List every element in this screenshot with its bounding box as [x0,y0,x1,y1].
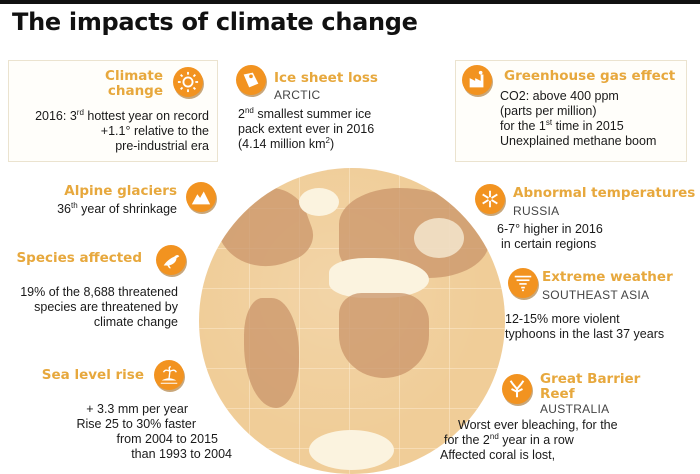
region-label: SOUTHEAST ASIA [542,288,650,302]
tornado-icon [508,268,538,298]
card-heading: Species affected [16,250,142,266]
card-heading: Abnormal temperatures [513,185,696,201]
ice-floe-icon [236,65,266,95]
card-heading: change [107,83,163,99]
globe-illustration [199,168,505,474]
top-rule [0,0,700,4]
bird-icon [156,245,186,275]
climate-change-card: Climate change 2016: 3rd hottest year on… [8,60,218,162]
page-title: The impacts of climate change [12,8,418,36]
mountain-icon [186,182,216,212]
card-heading: Sea level rise [41,367,144,383]
card-heading: Great Barrier [540,371,641,387]
card-heading: Extreme weather [542,269,673,285]
island-icon [154,360,184,390]
card-heading: Ice sheet loss [274,70,378,86]
card-heading: Alpine glaciers [64,183,177,199]
factory-icon [462,65,492,95]
card-heading: Climate [105,68,163,84]
card-heading: Greenhouse gas effect [504,68,676,84]
card-heading: Reef [540,386,575,402]
sun-icon [173,67,203,97]
region-label: AUSTRALIA [540,402,610,416]
region-label: ARCTIC [274,88,321,102]
region-label: RUSSIA [513,204,560,218]
coral-icon [502,374,532,404]
snowflake-icon [475,184,505,214]
greenhouse-gas-card: Greenhouse gas effect CO2: above 400 ppm… [455,60,687,162]
